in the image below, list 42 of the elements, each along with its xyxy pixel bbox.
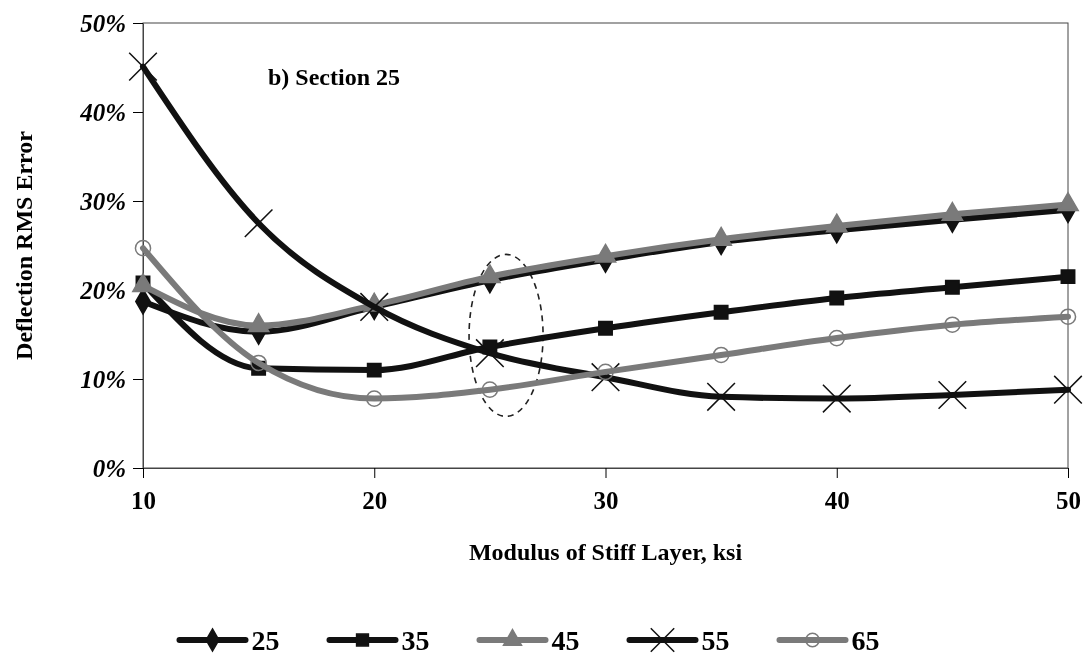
legend-label: 55 <box>701 625 730 656</box>
point <box>828 329 846 347</box>
point <box>250 354 267 372</box>
point <box>944 279 960 295</box>
text: b) Section 25 <box>268 64 400 90</box>
y-tick-label: 10% <box>80 365 126 393</box>
point <box>597 363 614 381</box>
legend-label: 45 <box>551 625 580 656</box>
point <box>590 362 621 392</box>
legend-label: 25 <box>251 625 280 656</box>
point <box>712 346 730 364</box>
point <box>475 338 505 368</box>
x-tick-label: 20 <box>362 486 388 514</box>
legend-label: 65 <box>851 625 880 656</box>
point <box>713 304 729 320</box>
x-tick-label: 40 <box>824 486 850 514</box>
point <box>1053 375 1083 405</box>
point <box>937 380 967 410</box>
y-tick-label: 30% <box>79 187 126 215</box>
point <box>598 320 613 336</box>
x-tick-label: 10 <box>131 486 156 514</box>
x-tick-label: 30 <box>593 486 619 514</box>
point <box>822 384 852 414</box>
point <box>1059 308 1077 325</box>
x-axis-title: Modulus of Stiff Layer, ksi <box>468 539 743 565</box>
point <box>706 382 736 412</box>
x-tick-label: 50 <box>1056 486 1081 514</box>
point <box>366 362 382 378</box>
point <box>365 390 383 407</box>
y-tick-label: 20% <box>79 276 126 304</box>
point <box>829 290 845 306</box>
point <box>134 239 152 257</box>
point <box>128 52 158 82</box>
y-axis-title: Deflection RMS Error <box>11 130 37 360</box>
legend-label: 35 <box>401 625 430 656</box>
point <box>944 316 961 334</box>
point <box>481 381 499 398</box>
y-tick-label: 0% <box>92 454 126 482</box>
point <box>244 208 274 238</box>
point <box>1060 269 1076 285</box>
y-tick-label: 50% <box>80 9 126 37</box>
y-tick-label: 40% <box>79 98 126 126</box>
